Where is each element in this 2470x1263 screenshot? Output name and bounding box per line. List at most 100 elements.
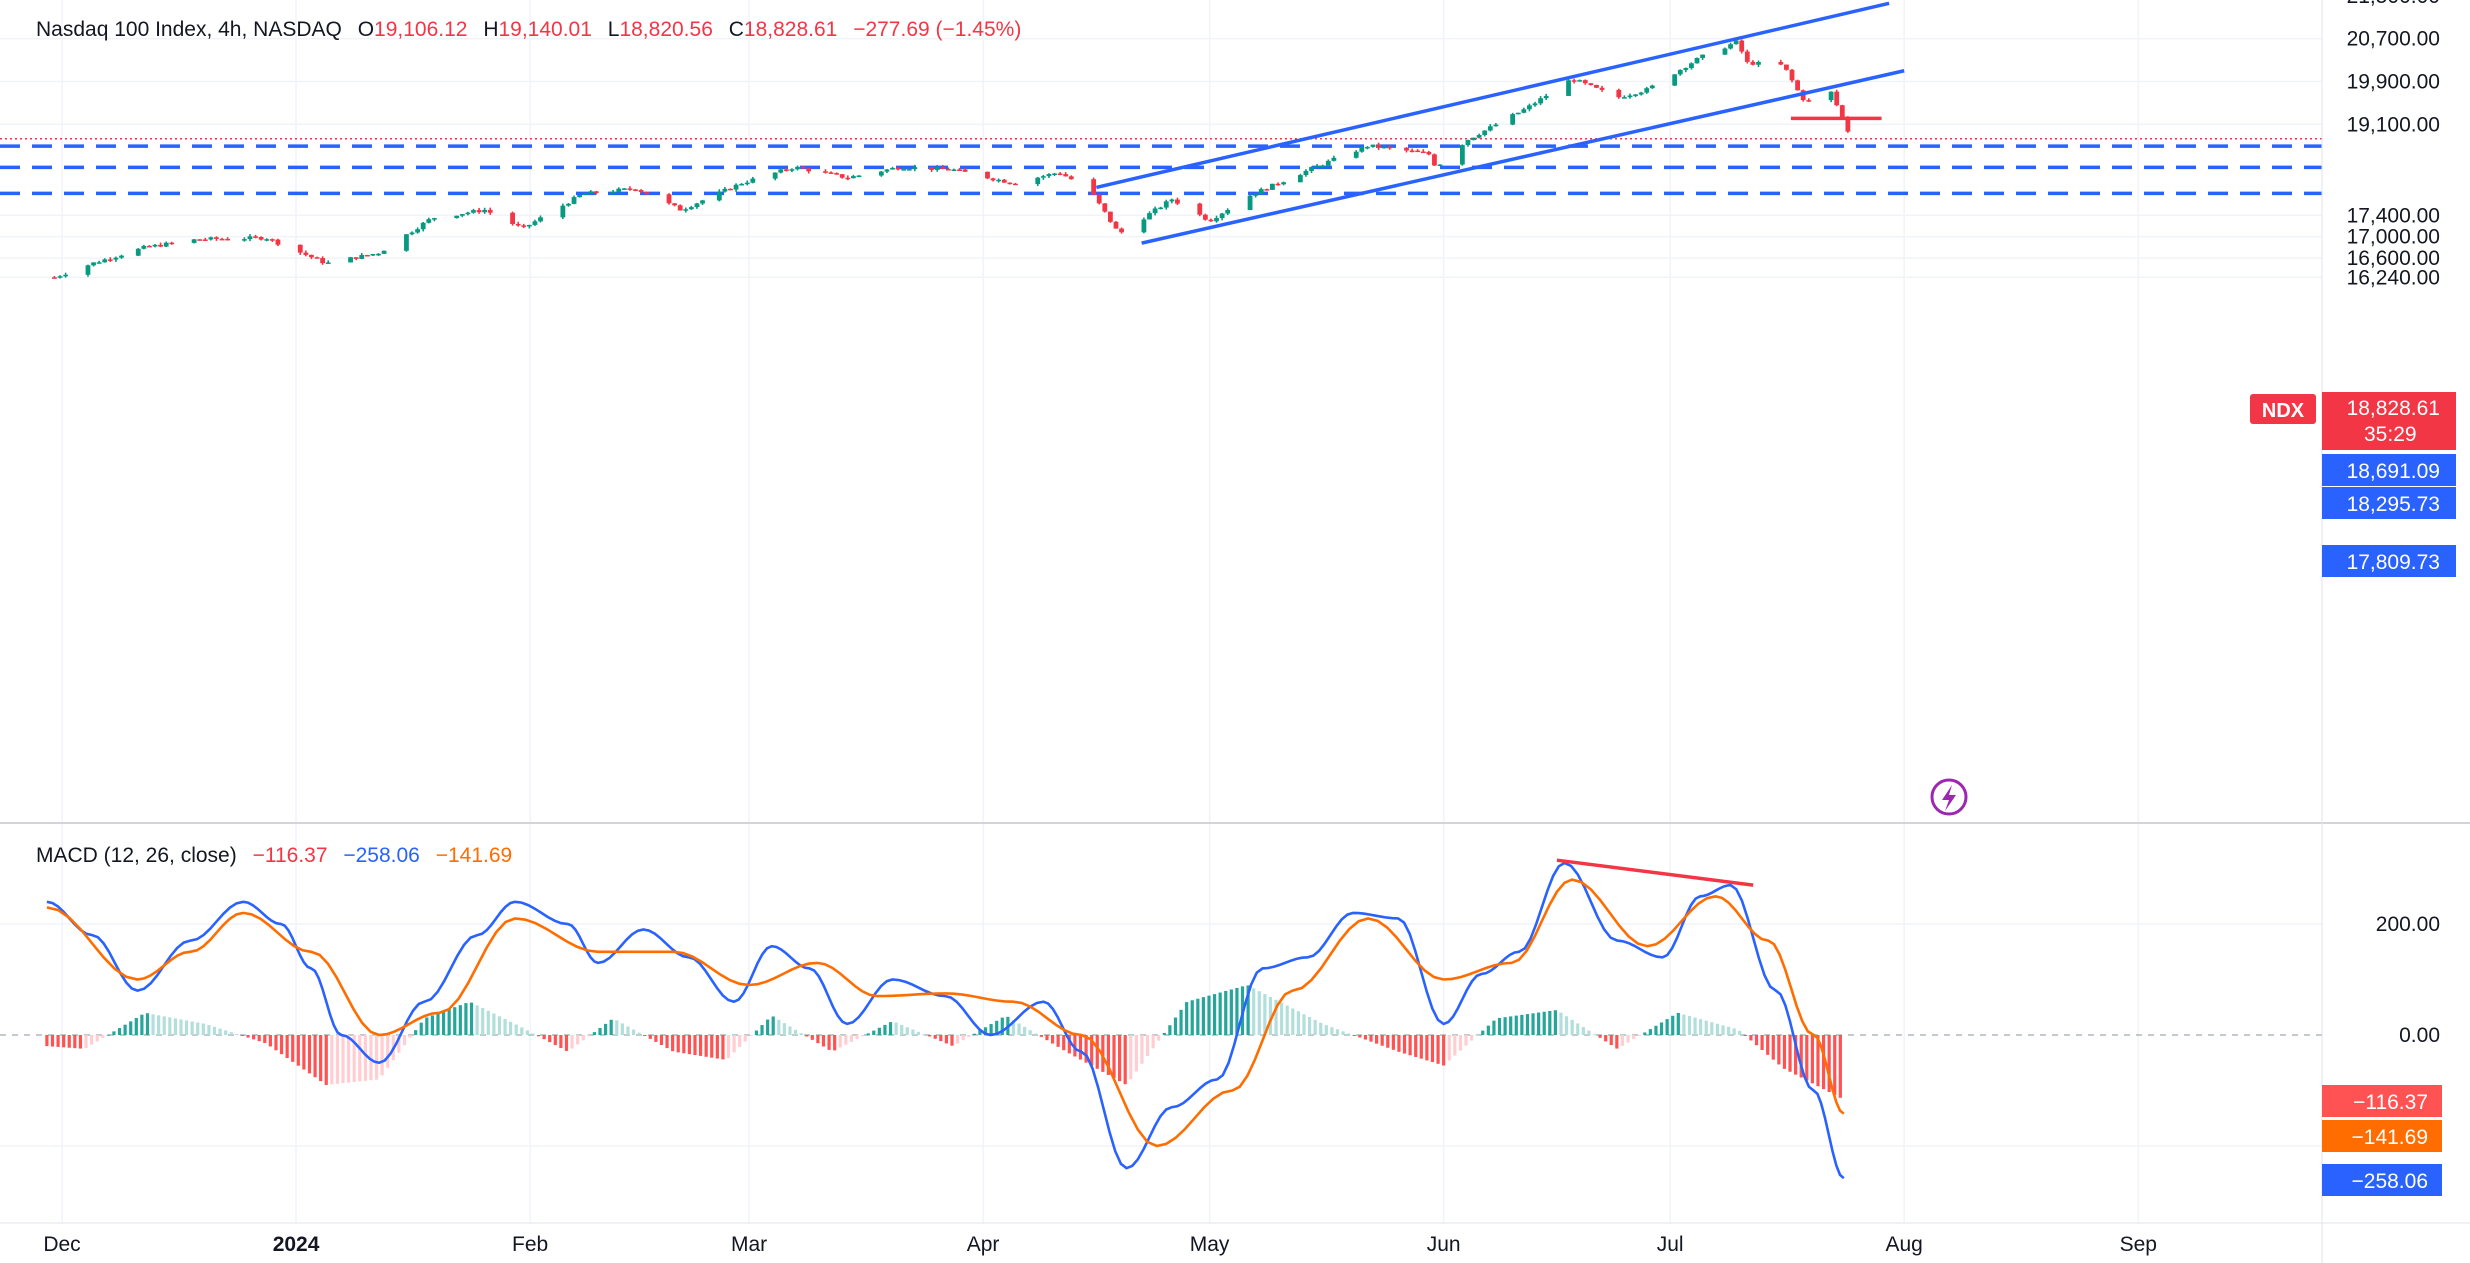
candle-body	[1845, 117, 1851, 132]
channel-upper-line[interactable]	[1095, 1, 1890, 190]
histogram-bar	[257, 1035, 261, 1042]
histogram-bar	[525, 1030, 529, 1035]
time-axis[interactable]: Dec 2024 Feb Mar Apr May Jun Jul Aug Sep	[43, 1233, 2157, 1256]
histogram-bar	[983, 1027, 988, 1035]
histogram-bar	[1246, 985, 1250, 1035]
histogram-bar	[509, 1021, 513, 1035]
histogram-bar	[1782, 1035, 1787, 1069]
candle-body	[588, 191, 594, 194]
histogram-bar	[190, 1021, 194, 1035]
histogram-bar	[1414, 1035, 1418, 1057]
histogram-bar	[447, 1009, 451, 1035]
candle-body	[1543, 95, 1549, 99]
candle-body	[1102, 203, 1108, 212]
candle-body	[1627, 95, 1633, 98]
histogram-bar	[995, 1020, 999, 1035]
histogram-bar	[883, 1024, 887, 1035]
histogram-bar	[1067, 1035, 1071, 1054]
histogram-bar	[112, 1031, 116, 1035]
histogram-bar	[1671, 1015, 1675, 1035]
histogram-bar	[704, 1035, 708, 1057]
candle-body	[1303, 170, 1309, 176]
svg-text:17,809.73: 17,809.73	[2347, 551, 2440, 574]
candle-body	[538, 217, 543, 222]
candle-body	[1527, 105, 1532, 110]
histogram-bar	[1408, 1035, 1412, 1056]
histogram-bar	[1023, 1026, 1027, 1035]
histogram-bar	[441, 1011, 446, 1035]
histogram-bar	[1531, 1013, 1535, 1035]
histogram-bar	[1090, 1035, 1094, 1066]
histogram-bar	[469, 1002, 474, 1035]
histogram-bar	[1369, 1035, 1373, 1042]
price-tick-label: 21,500.00	[2347, 0, 2440, 8]
time-tick-label: Jul	[1657, 1233, 1684, 1256]
histogram-bar	[1352, 1035, 1356, 1036]
candle-body	[772, 172, 778, 179]
candle-body	[219, 238, 225, 241]
histogram-bar	[626, 1026, 630, 1035]
price-tick-label: 16,600.00	[2347, 247, 2440, 270]
histogram-bar	[1000, 1017, 1004, 1035]
candle-body	[985, 171, 990, 179]
divergence-line[interactable]	[1556, 858, 1754, 887]
candle-body	[426, 219, 432, 223]
lightning-icon[interactable]	[1930, 778, 1968, 816]
histogram-bar	[1078, 1035, 1083, 1060]
histogram-bar	[1425, 1035, 1429, 1061]
candle-body	[616, 188, 622, 192]
histogram-bar	[620, 1023, 624, 1035]
candle-body	[526, 224, 532, 227]
histogram-bar	[1190, 1000, 1194, 1035]
candle-body	[1001, 179, 1007, 183]
candle-body	[1320, 165, 1326, 167]
histogram-bar	[123, 1024, 127, 1035]
candle-body	[359, 254, 365, 259]
histogram-bar	[397, 1035, 401, 1053]
histogram-bar	[1766, 1035, 1770, 1055]
histogram-bar	[827, 1035, 831, 1050]
histogram-bar	[1168, 1025, 1172, 1035]
candle-body	[510, 212, 515, 225]
candle-body	[912, 167, 918, 170]
candle-body	[677, 205, 683, 211]
histogram-bar	[581, 1035, 585, 1041]
channel-lower-line[interactable]	[1141, 69, 1905, 245]
candle-body	[454, 215, 460, 219]
candle-body	[566, 203, 571, 206]
candle-body	[1225, 210, 1231, 214]
svg-text:NDX: NDX	[2262, 400, 2305, 422]
candle-body	[1515, 112, 1521, 115]
histogram-bar	[1704, 1020, 1708, 1035]
horizontal-levels	[0, 144, 2322, 196]
histogram-bar	[972, 1033, 976, 1035]
histogram-bar	[1447, 1035, 1451, 1061]
macd-axis[interactable]: 200.00 0.00	[2376, 913, 2440, 1047]
histogram-bar	[1095, 1035, 1099, 1069]
histogram-bar	[481, 1008, 485, 1035]
candle-body	[716, 191, 722, 201]
histogram-bar	[1319, 1022, 1323, 1035]
candle-body	[348, 257, 353, 263]
histogram-bar	[1458, 1035, 1463, 1051]
candle-body	[1795, 80, 1800, 91]
histogram-bar	[196, 1022, 200, 1035]
high-value: 19,140.01	[498, 18, 591, 41]
histogram-bar	[458, 1005, 462, 1035]
candle-body	[309, 254, 314, 258]
histogram-bar	[1380, 1035, 1384, 1046]
histogram-bar	[1034, 1033, 1038, 1035]
candle-body	[1834, 91, 1840, 106]
histogram-bar	[939, 1035, 943, 1042]
histogram-bar	[56, 1035, 60, 1047]
candle-body	[945, 168, 951, 171]
histogram-bar	[252, 1035, 256, 1040]
histogram-bar	[324, 1035, 328, 1085]
histogram-bar	[771, 1016, 775, 1035]
candle-body	[1739, 40, 1745, 52]
histogram-bar	[1503, 1017, 1507, 1035]
chart-legend: Nasdaq 100 Index, 4h, NASDAQ O19,106.12 …	[36, 18, 1021, 41]
level-badge-3: 17,809.73	[2322, 545, 2456, 577]
